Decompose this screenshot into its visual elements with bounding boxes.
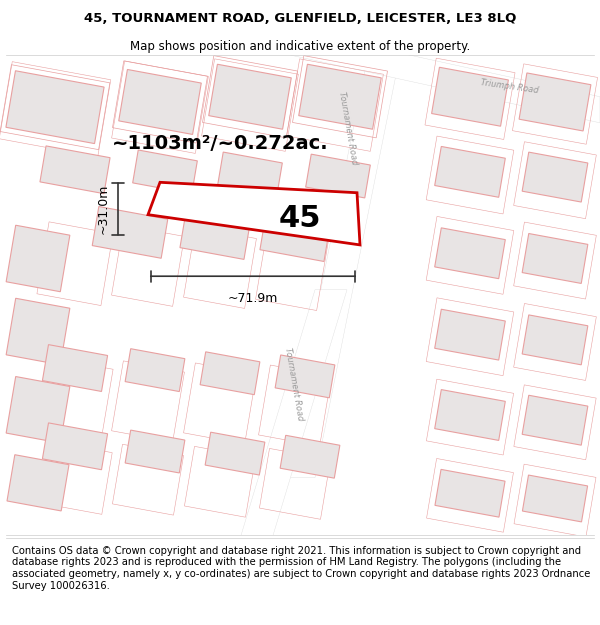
Polygon shape [275, 355, 335, 398]
Polygon shape [519, 73, 591, 131]
Polygon shape [299, 64, 381, 129]
Polygon shape [200, 352, 260, 394]
Text: Map shows position and indicative extent of the property.: Map shows position and indicative extent… [130, 39, 470, 52]
Polygon shape [283, 55, 400, 478]
Polygon shape [434, 389, 505, 441]
Polygon shape [119, 69, 201, 134]
Polygon shape [133, 150, 197, 194]
Polygon shape [290, 29, 600, 123]
Polygon shape [280, 436, 340, 478]
Text: Contains OS data © Crown copyright and database right 2021. This information is : Contains OS data © Crown copyright and d… [12, 546, 590, 591]
Polygon shape [43, 344, 107, 391]
Polygon shape [6, 298, 70, 365]
Polygon shape [435, 469, 505, 517]
Polygon shape [305, 154, 370, 198]
Polygon shape [522, 315, 588, 365]
Polygon shape [7, 455, 69, 511]
Polygon shape [6, 376, 70, 443]
Polygon shape [522, 395, 588, 445]
Polygon shape [125, 349, 185, 391]
Text: Tournament Road: Tournament Road [337, 91, 359, 166]
Text: ~71.9m: ~71.9m [228, 292, 278, 305]
Polygon shape [209, 64, 291, 129]
Polygon shape [40, 146, 110, 194]
Text: ~31.0m: ~31.0m [97, 184, 110, 234]
Polygon shape [205, 432, 265, 475]
Polygon shape [6, 225, 70, 292]
Polygon shape [6, 71, 104, 144]
Polygon shape [434, 228, 505, 279]
Polygon shape [92, 206, 168, 258]
Polygon shape [522, 152, 588, 202]
Polygon shape [180, 212, 250, 259]
Text: ~1103m²/~0.272ac.: ~1103m²/~0.272ac. [112, 134, 328, 153]
Polygon shape [125, 430, 185, 473]
Text: Tournament Road: Tournament Road [283, 346, 305, 421]
Text: Triumph Road: Triumph Road [481, 78, 539, 95]
Polygon shape [522, 234, 588, 284]
Polygon shape [434, 146, 505, 198]
Polygon shape [523, 475, 587, 522]
Polygon shape [238, 290, 347, 546]
Text: 45: 45 [279, 204, 321, 233]
Polygon shape [434, 309, 505, 360]
Text: 45, TOURNAMENT ROAD, GLENFIELD, LEICESTER, LE3 8LQ: 45, TOURNAMENT ROAD, GLENFIELD, LEICESTE… [84, 12, 516, 25]
Polygon shape [431, 68, 508, 126]
Polygon shape [260, 214, 330, 261]
Polygon shape [43, 423, 107, 470]
Polygon shape [218, 152, 283, 196]
Polygon shape [148, 182, 360, 245]
